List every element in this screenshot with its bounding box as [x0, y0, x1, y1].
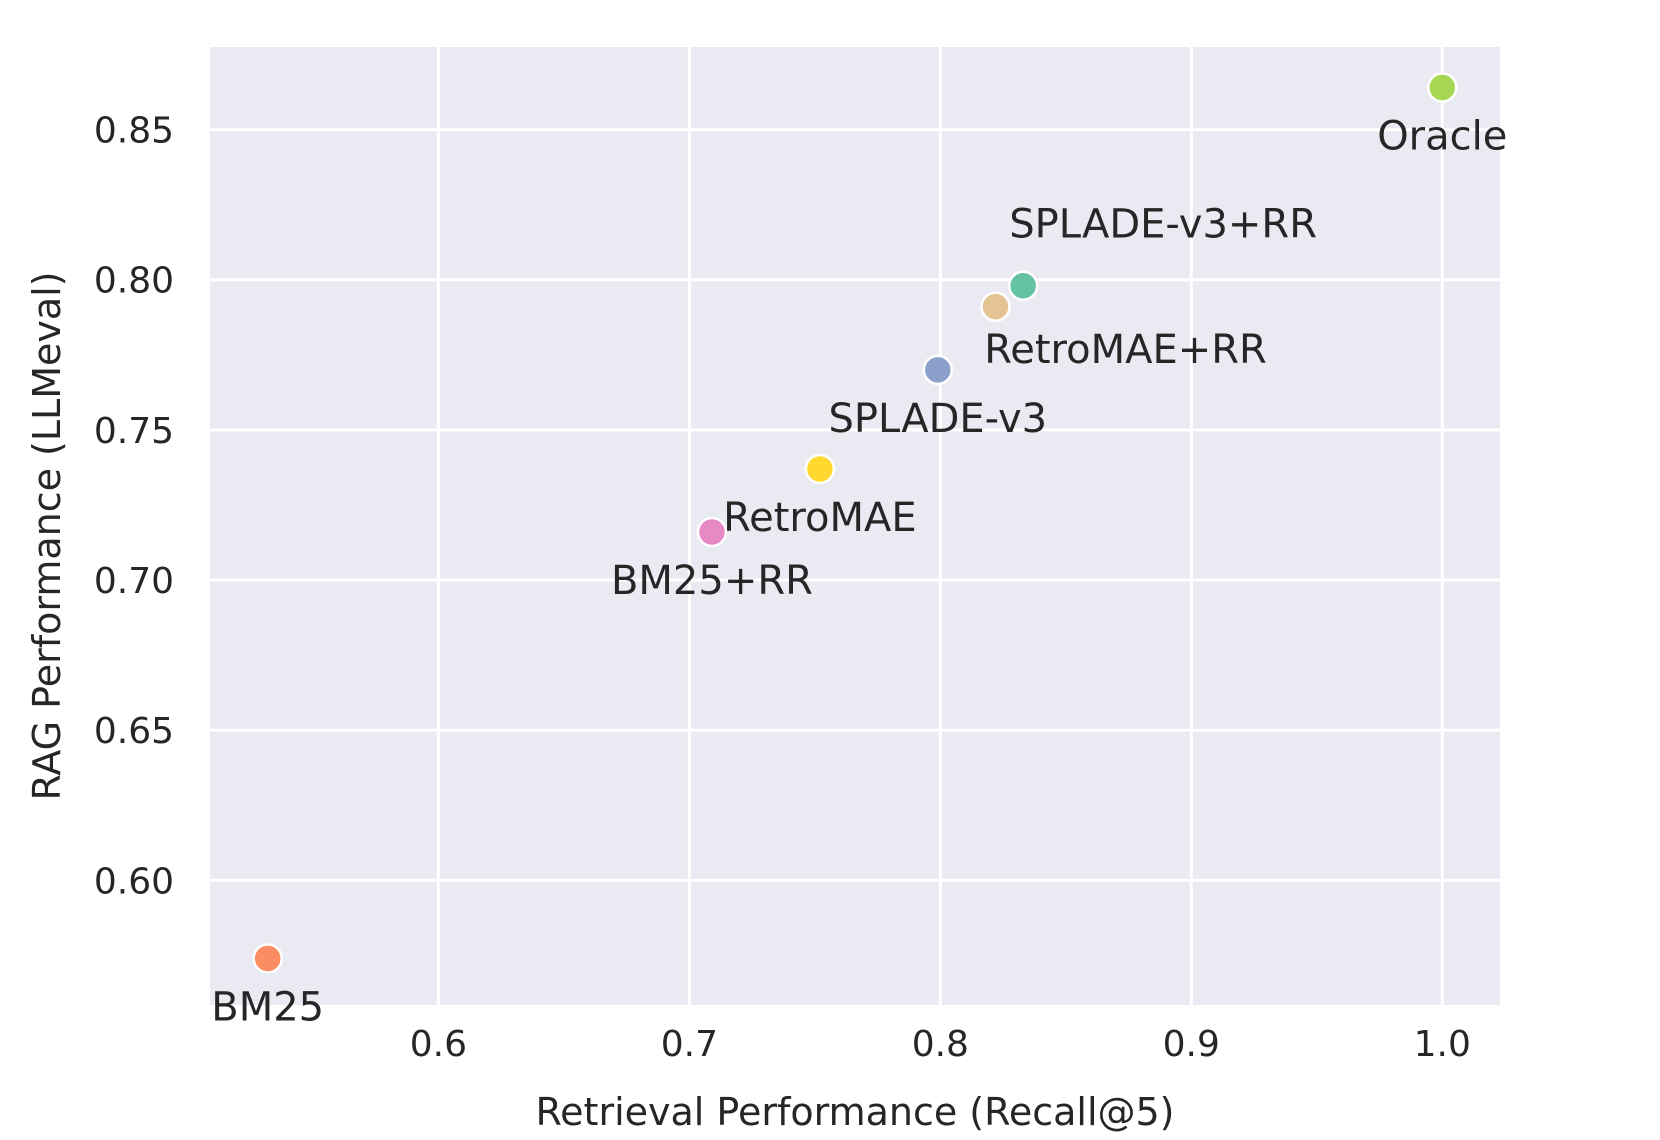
point-label: BM25+RR — [611, 558, 813, 604]
x-tick-label: 0.6 — [410, 1024, 467, 1065]
y-tick-label: 0.60 — [94, 861, 174, 902]
y-tick-label: 0.80 — [94, 261, 174, 302]
y-tick-label: 0.65 — [94, 711, 174, 752]
x-axis-label: Retrieval Performance (Recall@5) — [535, 1090, 1174, 1134]
y-tick-labels: 0.60 0.65 0.70 0.75 0.80 0.85 — [94, 111, 174, 903]
scatter-point — [696, 516, 728, 548]
point-label: SPLADE-v3 — [829, 396, 1048, 442]
point-label: SPLADE-v3+RR — [1009, 202, 1317, 248]
grid-lines — [210, 47, 1500, 1005]
x-tick-labels: 0.6 0.7 0.8 0.9 1.0 — [410, 1024, 1471, 1065]
x-tick-label: 1.0 — [1414, 1024, 1471, 1065]
point-label: Oracle — [1377, 114, 1507, 160]
x-tick-label: 0.8 — [912, 1024, 969, 1065]
point-labels: BM25 BM25+RR RetroMAE SPLADE-v3 RetroMAE+RR S… — [211, 114, 1507, 1031]
x-tick-label: 0.9 — [1163, 1024, 1220, 1065]
x-tick-label: 0.7 — [661, 1024, 718, 1065]
scatter-point — [980, 291, 1011, 323]
scatter-point — [922, 354, 954, 386]
plot-background — [210, 47, 1500, 1005]
y-axis-label: RAG Performance (LLMeval) — [25, 271, 69, 800]
y-tick-label: 0.85 — [94, 111, 174, 152]
scatter-point — [804, 453, 836, 485]
data-points — [252, 72, 1458, 974]
scatter-point — [1427, 72, 1458, 103]
y-tick-label: 0.70 — [94, 561, 174, 602]
scatter-point — [1007, 270, 1039, 301]
point-label: RetroMAE — [723, 495, 916, 541]
scatter-point — [252, 943, 283, 974]
y-tick-label: 0.75 — [94, 411, 174, 452]
point-label: BM25 — [211, 984, 324, 1030]
point-label: RetroMAE+RR — [984, 327, 1267, 373]
